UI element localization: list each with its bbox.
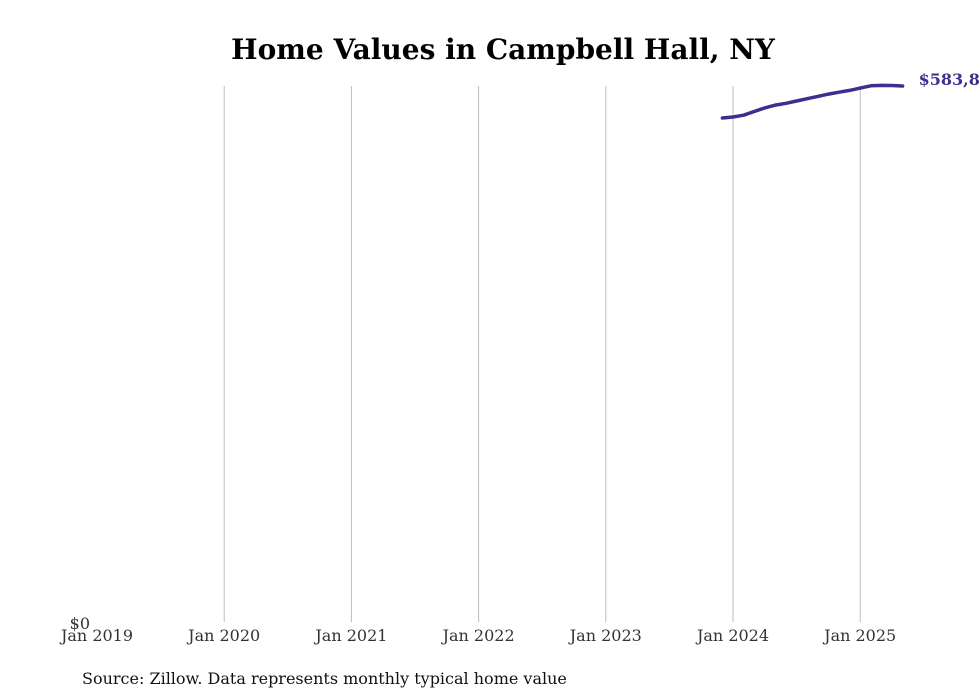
x-tick-label: Jan 2024 [695, 626, 769, 645]
series-lines [720, 83, 905, 120]
y-tick-label: $0 [70, 614, 90, 633]
x-tick-label: Jan 2022 [441, 626, 515, 645]
chart-title: Home Values in Campbell Hall, NY [231, 33, 776, 66]
x-tick-label: Jan 2020 [186, 626, 260, 645]
x-tick-label: Jan 2019 [59, 626, 133, 645]
x-tick-label: Jan 2021 [313, 626, 387, 645]
end-value-label: $583,8 [919, 70, 980, 89]
x-axis-ticks: Jan 2019 Jan 2020 Jan 2021 Jan 2022 Jan 2023… [59, 626, 896, 645]
source-note: Source: Zillow. Data represents monthly … [82, 669, 567, 688]
y-axis-ticks: $0 [70, 614, 90, 633]
grid-lines [223, 86, 861, 622]
series-line [720, 83, 905, 120]
x-tick-label: Jan 2023 [568, 626, 642, 645]
x-tick-label: Jan 2025 [822, 626, 896, 645]
